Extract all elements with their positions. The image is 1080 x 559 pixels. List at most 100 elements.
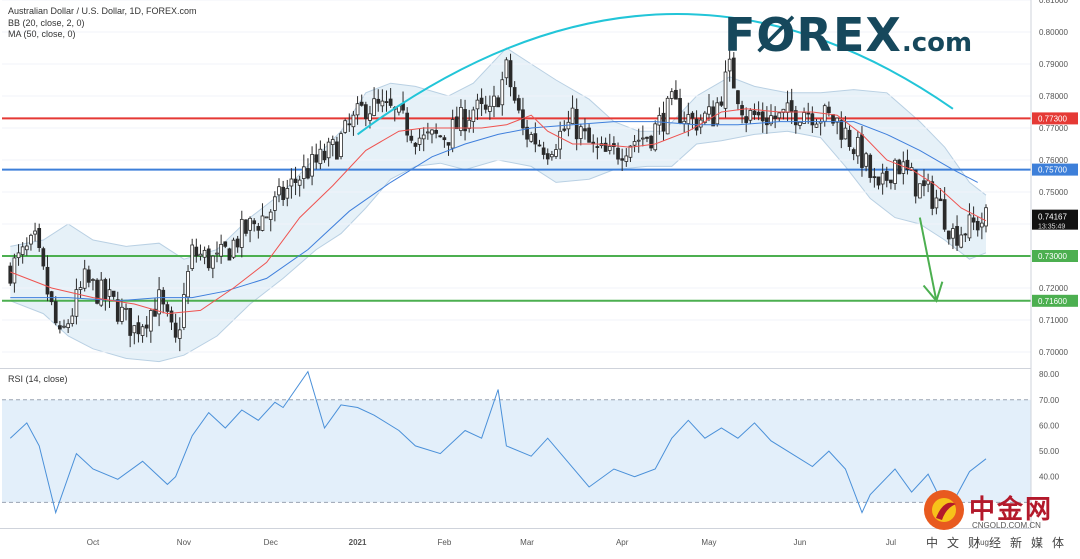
- countdown-label: 13:35:49: [1038, 224, 1065, 231]
- candle-body: [529, 134, 534, 142]
- candle-body: [157, 289, 161, 315]
- candle-body: [45, 266, 50, 295]
- candle-body: [326, 141, 331, 159]
- candle-body: [148, 310, 153, 332]
- candle-body: [496, 97, 500, 108]
- rsi-tick-label: 50.00: [1039, 447, 1060, 456]
- candle-body: [963, 233, 968, 236]
- candle-body: [74, 289, 79, 317]
- candle-body: [273, 196, 277, 211]
- candle-body: [380, 100, 385, 107]
- candle-body: [744, 116, 749, 123]
- candle-body: [752, 110, 757, 116]
- candle-body: [847, 129, 852, 147]
- candle-body: [413, 142, 418, 147]
- candle-body: [765, 117, 769, 126]
- candle-body: [86, 269, 91, 283]
- chart-axes: 0.81000 0.80000 0.79000 0.78000 0.77000 0.760…: [0, 0, 1078, 547]
- candle-body: [860, 134, 864, 168]
- candle-body: [409, 135, 414, 141]
- candle-body: [467, 119, 472, 129]
- candle-body: [578, 126, 583, 139]
- candle-body: [49, 291, 54, 303]
- time-tick-label: Jul: [886, 538, 896, 547]
- candle-body: [971, 217, 976, 223]
- candle-body: [719, 101, 724, 106]
- cngold-logo-icon: [924, 490, 964, 530]
- candle-body: [500, 79, 505, 106]
- candle-body: [223, 241, 228, 247]
- candle-body: [616, 147, 620, 160]
- candle-body: [24, 245, 29, 251]
- candle-body: [314, 154, 319, 163]
- candle-body: [504, 59, 509, 79]
- candle-body: [128, 308, 133, 336]
- time-tick-label: Nov: [177, 538, 191, 547]
- candle-body: [806, 112, 811, 115]
- candle-body: [471, 109, 476, 122]
- candle-body: [959, 234, 964, 248]
- candle-body: [785, 102, 790, 113]
- candle-body: [922, 180, 926, 187]
- candle-body: [632, 141, 637, 146]
- candle-body: [483, 104, 488, 110]
- candle-body: [62, 325, 66, 328]
- bb-basis-line: [10, 108, 987, 315]
- candle-body: [459, 106, 463, 131]
- ma50-line: [10, 121, 978, 302]
- candle-body: [256, 226, 261, 231]
- price-tick-label: 0.72000: [1039, 284, 1068, 293]
- candle-body: [558, 130, 562, 150]
- candle-body: [231, 239, 236, 258]
- candle-body: [583, 128, 587, 132]
- candle-body: [570, 107, 575, 125]
- candle-body: [132, 325, 137, 334]
- candle-body: [12, 257, 17, 284]
- candle-body: [723, 71, 728, 109]
- time-tick-label: Mar: [520, 538, 534, 547]
- price-tick-label: 0.77000: [1039, 124, 1068, 133]
- candle-body: [115, 299, 120, 322]
- candle-body: [674, 89, 678, 100]
- candle-body: [512, 87, 517, 101]
- candle-body: [355, 103, 360, 116]
- candle-body: [301, 166, 306, 179]
- candle-body: [297, 179, 302, 186]
- candle-body: [235, 238, 240, 248]
- candle-body: [636, 139, 641, 142]
- candle-body: [107, 289, 112, 297]
- candle-body: [384, 101, 389, 103]
- candle-body: [198, 253, 203, 257]
- candle-body: [359, 101, 364, 106]
- candle-body: [177, 329, 182, 339]
- candle-body: [897, 159, 902, 175]
- candle-body: [690, 112, 695, 119]
- candle-body: [508, 60, 513, 88]
- candle-body: [591, 141, 596, 145]
- candle-body: [942, 199, 947, 230]
- level-price-tag: [1032, 112, 1078, 125]
- candle-body: [206, 248, 211, 269]
- level-price-tag: [1032, 294, 1078, 307]
- candle-body: [827, 106, 831, 114]
- cngold-name: 中金网: [969, 495, 1054, 525]
- candle-body: [190, 244, 195, 269]
- candle-body: [760, 111, 765, 122]
- candle-body: [893, 159, 897, 184]
- candle-body: [426, 131, 430, 134]
- moving-averages: [10, 108, 987, 315]
- candle-body: [777, 112, 782, 119]
- price-tick-label: 0.78000: [1039, 92, 1068, 101]
- candle-body: [41, 248, 46, 267]
- rsi-tick-label: 70.00: [1039, 396, 1060, 405]
- candle-body: [628, 145, 633, 158]
- candle-body: [339, 133, 343, 158]
- candle-body: [814, 123, 819, 128]
- horizontal-levels: [2, 117, 1031, 302]
- time-tick-label: Oct: [87, 538, 100, 547]
- forex-logo-text: FØREX: [724, 8, 902, 62]
- rsi-tick-label: 80.00: [1039, 370, 1060, 379]
- candle-body: [58, 325, 62, 330]
- price-tick-label: 0.71000: [1039, 316, 1068, 325]
- candle-body: [669, 91, 674, 99]
